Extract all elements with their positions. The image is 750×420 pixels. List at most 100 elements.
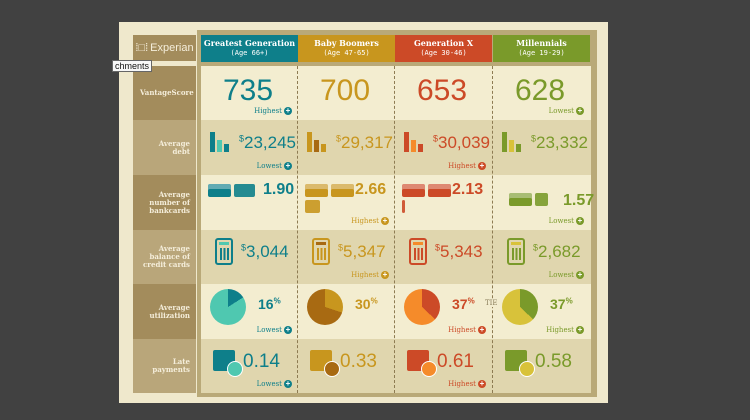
value-number: 0.61	[437, 351, 474, 372]
card-icon	[509, 193, 532, 206]
bar	[418, 144, 423, 152]
table-cell: $23,332	[493, 120, 590, 175]
currency-symbol: $	[241, 242, 247, 253]
table-cell: $23,245 Lowest +	[201, 120, 298, 175]
row-background	[201, 120, 591, 175]
column-divider	[297, 66, 298, 393]
rank-text: Highest	[448, 380, 476, 388]
value-number: 23,245	[244, 133, 297, 152]
cell-value: $30,039	[433, 133, 490, 153]
currency-symbol: $	[531, 133, 537, 144]
plus-circle-icon: +	[284, 325, 292, 334]
calendar-clock-icon	[310, 347, 340, 377]
rank-note: Lowest +	[257, 380, 292, 388]
row-label: Average debt	[133, 120, 196, 175]
utilization-pie-chart	[404, 289, 440, 325]
calc-keys	[512, 248, 521, 260]
plus-circle-icon: +	[381, 270, 389, 279]
table-cell: 16% Lowest +	[201, 284, 298, 339]
cell-value: 1.57	[563, 192, 594, 210]
row-label-text: Average utilization	[149, 302, 190, 320]
plus-circle-icon: +	[576, 270, 584, 279]
row-label-text: Late payments	[152, 357, 190, 374]
table-cell: 0.33	[298, 339, 395, 393]
plus-circle-icon: +	[478, 379, 486, 388]
bar-chart-icon	[502, 132, 524, 152]
table-cell: $5,347 Highest +	[298, 230, 395, 284]
rank-note: Highest +	[448, 162, 486, 170]
rank-text: Lowest	[548, 271, 574, 279]
row-background	[201, 66, 591, 120]
card-icon	[331, 184, 354, 197]
partial-card-icon	[305, 200, 321, 213]
clock	[324, 361, 340, 377]
bar	[217, 140, 222, 152]
row-label: Late payments	[133, 339, 196, 393]
column-header-0: Greatest Generation (Age 66+)	[201, 35, 298, 62]
calendar-clock-icon	[407, 347, 437, 377]
table-cell: $3,044	[201, 230, 298, 284]
utilization-pie-chart	[210, 289, 246, 325]
cell-value: 0.58	[535, 351, 572, 373]
cell-value: 0.14	[243, 351, 280, 373]
plus-circle-icon: +	[284, 106, 292, 115]
clock	[227, 361, 243, 377]
column-divider	[394, 66, 395, 393]
plus-circle-icon: +	[381, 216, 389, 225]
partial-card-icon	[535, 193, 549, 206]
utilization-pie-chart	[307, 289, 343, 325]
value-number: 0.58	[535, 351, 572, 372]
calculator-icon	[215, 238, 233, 265]
plus-circle-icon: +	[576, 106, 584, 115]
column-divider	[492, 66, 493, 393]
partial-card-icon	[402, 200, 405, 213]
generation-age: (Age 19-29)	[518, 49, 565, 57]
rank-text: Lowest	[256, 162, 282, 170]
calculator-icon	[507, 238, 525, 265]
row-label: Average utilization	[133, 284, 196, 339]
rank-note: Lowest +	[257, 162, 292, 170]
card-icon	[428, 184, 451, 197]
partial-card-icon	[234, 184, 255, 197]
bar-chart-icon	[404, 132, 426, 152]
currency-symbol: $	[433, 133, 439, 144]
bar	[210, 132, 215, 152]
generation-name: Millennials	[516, 38, 567, 48]
rank-note: Highest +	[351, 217, 389, 225]
value-number: 37	[452, 296, 468, 312]
bar	[516, 144, 521, 152]
cell-value: $3,044	[241, 242, 289, 262]
value-number: 2.13	[452, 181, 484, 198]
generation-age: (Age 66+)	[230, 49, 269, 57]
cell-value: 653	[417, 74, 468, 107]
experian-logo: ⁞□⁞ Experian	[133, 35, 196, 61]
rank-note: Highest +	[448, 380, 486, 388]
card-icon	[402, 184, 425, 197]
row-label-text: Average debt	[158, 138, 190, 156]
row-label-text: Average balance of credit cards	[143, 244, 190, 269]
cell-value: 30%	[355, 296, 378, 312]
card-icon	[305, 184, 328, 197]
cell-value: 0.33	[340, 351, 377, 373]
cell-value: $23,332	[531, 133, 588, 153]
percent-sign: %	[273, 296, 281, 306]
rank-note: Lowest +	[549, 271, 584, 279]
rank-text: Highest	[351, 217, 379, 225]
cell-value: 700	[320, 74, 371, 107]
clock	[519, 361, 535, 377]
table-cell: $2,682 Lowest +	[493, 230, 590, 284]
bar	[307, 132, 312, 152]
cell-value: $23,245	[239, 133, 296, 153]
percent-sign: %	[467, 296, 475, 306]
table-cell: 37% Highest +	[493, 284, 590, 339]
value-number: 3,044	[246, 242, 289, 261]
generation-name: Generation X	[413, 38, 474, 48]
cell-value: 735	[223, 74, 274, 107]
cell-value: 1.90	[263, 181, 294, 199]
table-cell: 2.66 Highest +	[298, 175, 395, 230]
table-cell: $5,343	[395, 230, 492, 284]
value-number: 16	[258, 296, 274, 312]
cell-value: 2.66	[355, 181, 386, 199]
calc-screen	[316, 242, 326, 245]
rank-text: Lowest	[256, 326, 282, 334]
